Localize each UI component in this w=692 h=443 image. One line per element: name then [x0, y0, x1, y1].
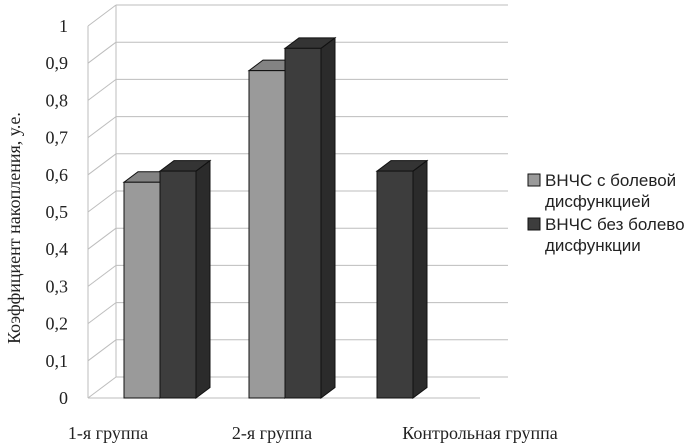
gridline-wall	[87, 153, 117, 176]
bar-front	[159, 170, 197, 399]
bar	[375, 159, 429, 399]
gridline-wall	[87, 227, 117, 250]
bar-front	[248, 70, 286, 399]
category-label: 1-я группа	[68, 423, 148, 443]
y-tick-label: 0,3	[46, 276, 69, 296]
y-axis-label: Коэффициент накопления, у.е.	[4, 112, 24, 344]
category-label: 2-я группа	[232, 423, 312, 443]
gridline-wall	[87, 190, 117, 213]
y-tick-label: 0,5	[46, 202, 69, 222]
legend: ВНЧС с болевой дисфункцией ВНЧС без болево…	[527, 171, 685, 255]
gridline-wall	[87, 4, 117, 27]
bar-front	[284, 47, 322, 399]
legend-swatch	[527, 217, 541, 231]
category-labels: 1-я группа 2-я группа Контрольная группа	[68, 423, 558, 443]
bar-side	[412, 159, 428, 399]
legend-swatch	[527, 173, 541, 187]
gridline-wall	[87, 376, 117, 399]
legend-label: ВНЧС с болевой	[545, 171, 676, 190]
y-tick-label: 0,1	[46, 351, 69, 371]
y-tick-labels: 0 0,1 0,2 0,3 0,4 0,5 0,6 0,7 0,8 0,9 1	[46, 16, 69, 408]
legend-label: ВНЧС без болево	[545, 215, 685, 234]
legend-label: дисфункции	[545, 236, 641, 255]
y-tick-label: 0	[59, 388, 68, 408]
gridline-wall	[87, 264, 117, 287]
bars	[122, 36, 429, 399]
y-tick-label: 0,4	[46, 239, 69, 259]
bar	[158, 159, 212, 399]
bar	[283, 36, 337, 399]
bar-front	[123, 181, 161, 399]
bar-side	[195, 159, 211, 399]
y-tick-label: 1	[59, 16, 68, 36]
gridline-wall	[87, 302, 117, 325]
y-tick-label: 0,8	[46, 90, 69, 110]
legend-label: дисфункцией	[545, 192, 650, 211]
y-tick-label: 0,2	[46, 314, 69, 334]
category-label: Контрольная группа	[402, 423, 558, 443]
y-tick-label: 0,6	[46, 165, 69, 185]
bar-side	[320, 36, 336, 399]
gridline-wall	[87, 339, 117, 362]
y-tick-label: 0,9	[46, 53, 69, 73]
gridline-wall	[87, 116, 117, 139]
gridline-wall	[87, 41, 117, 64]
bar-front	[376, 170, 414, 399]
gridline-wall	[87, 79, 117, 101]
y-tick-label: 0,7	[46, 128, 69, 148]
